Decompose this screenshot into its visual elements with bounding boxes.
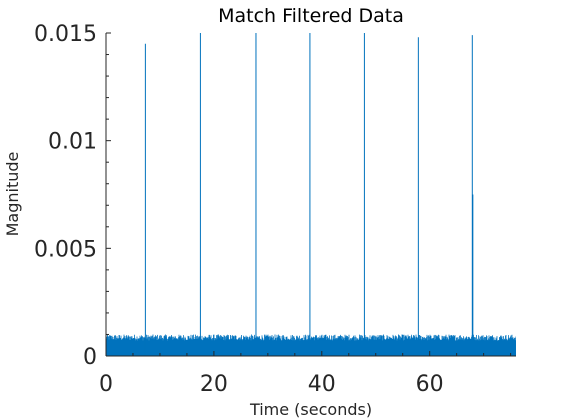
y-tick-label: 0.01 — [48, 130, 97, 155]
y-tick-label: 0 — [83, 345, 97, 370]
x-tick-label: 20 — [200, 372, 228, 397]
x-tick-label: 60 — [416, 372, 444, 397]
x-axis-label: Time (seconds) — [249, 400, 372, 419]
x-tick-label: 0 — [99, 372, 113, 397]
y-tick-label: 0.015 — [34, 22, 97, 47]
axes: 0 20 40 60 0 0.005 0.01 0.015 — [34, 22, 516, 397]
y-axis-label: Magnitude — [3, 152, 22, 237]
plot-area — [106, 33, 516, 356]
noise-floor-band — [106, 340, 516, 356]
y-tick-label: 0.005 — [34, 237, 97, 262]
x-tick-label: 40 — [308, 372, 336, 397]
chart-title: Match Filtered Data — [218, 5, 404, 27]
